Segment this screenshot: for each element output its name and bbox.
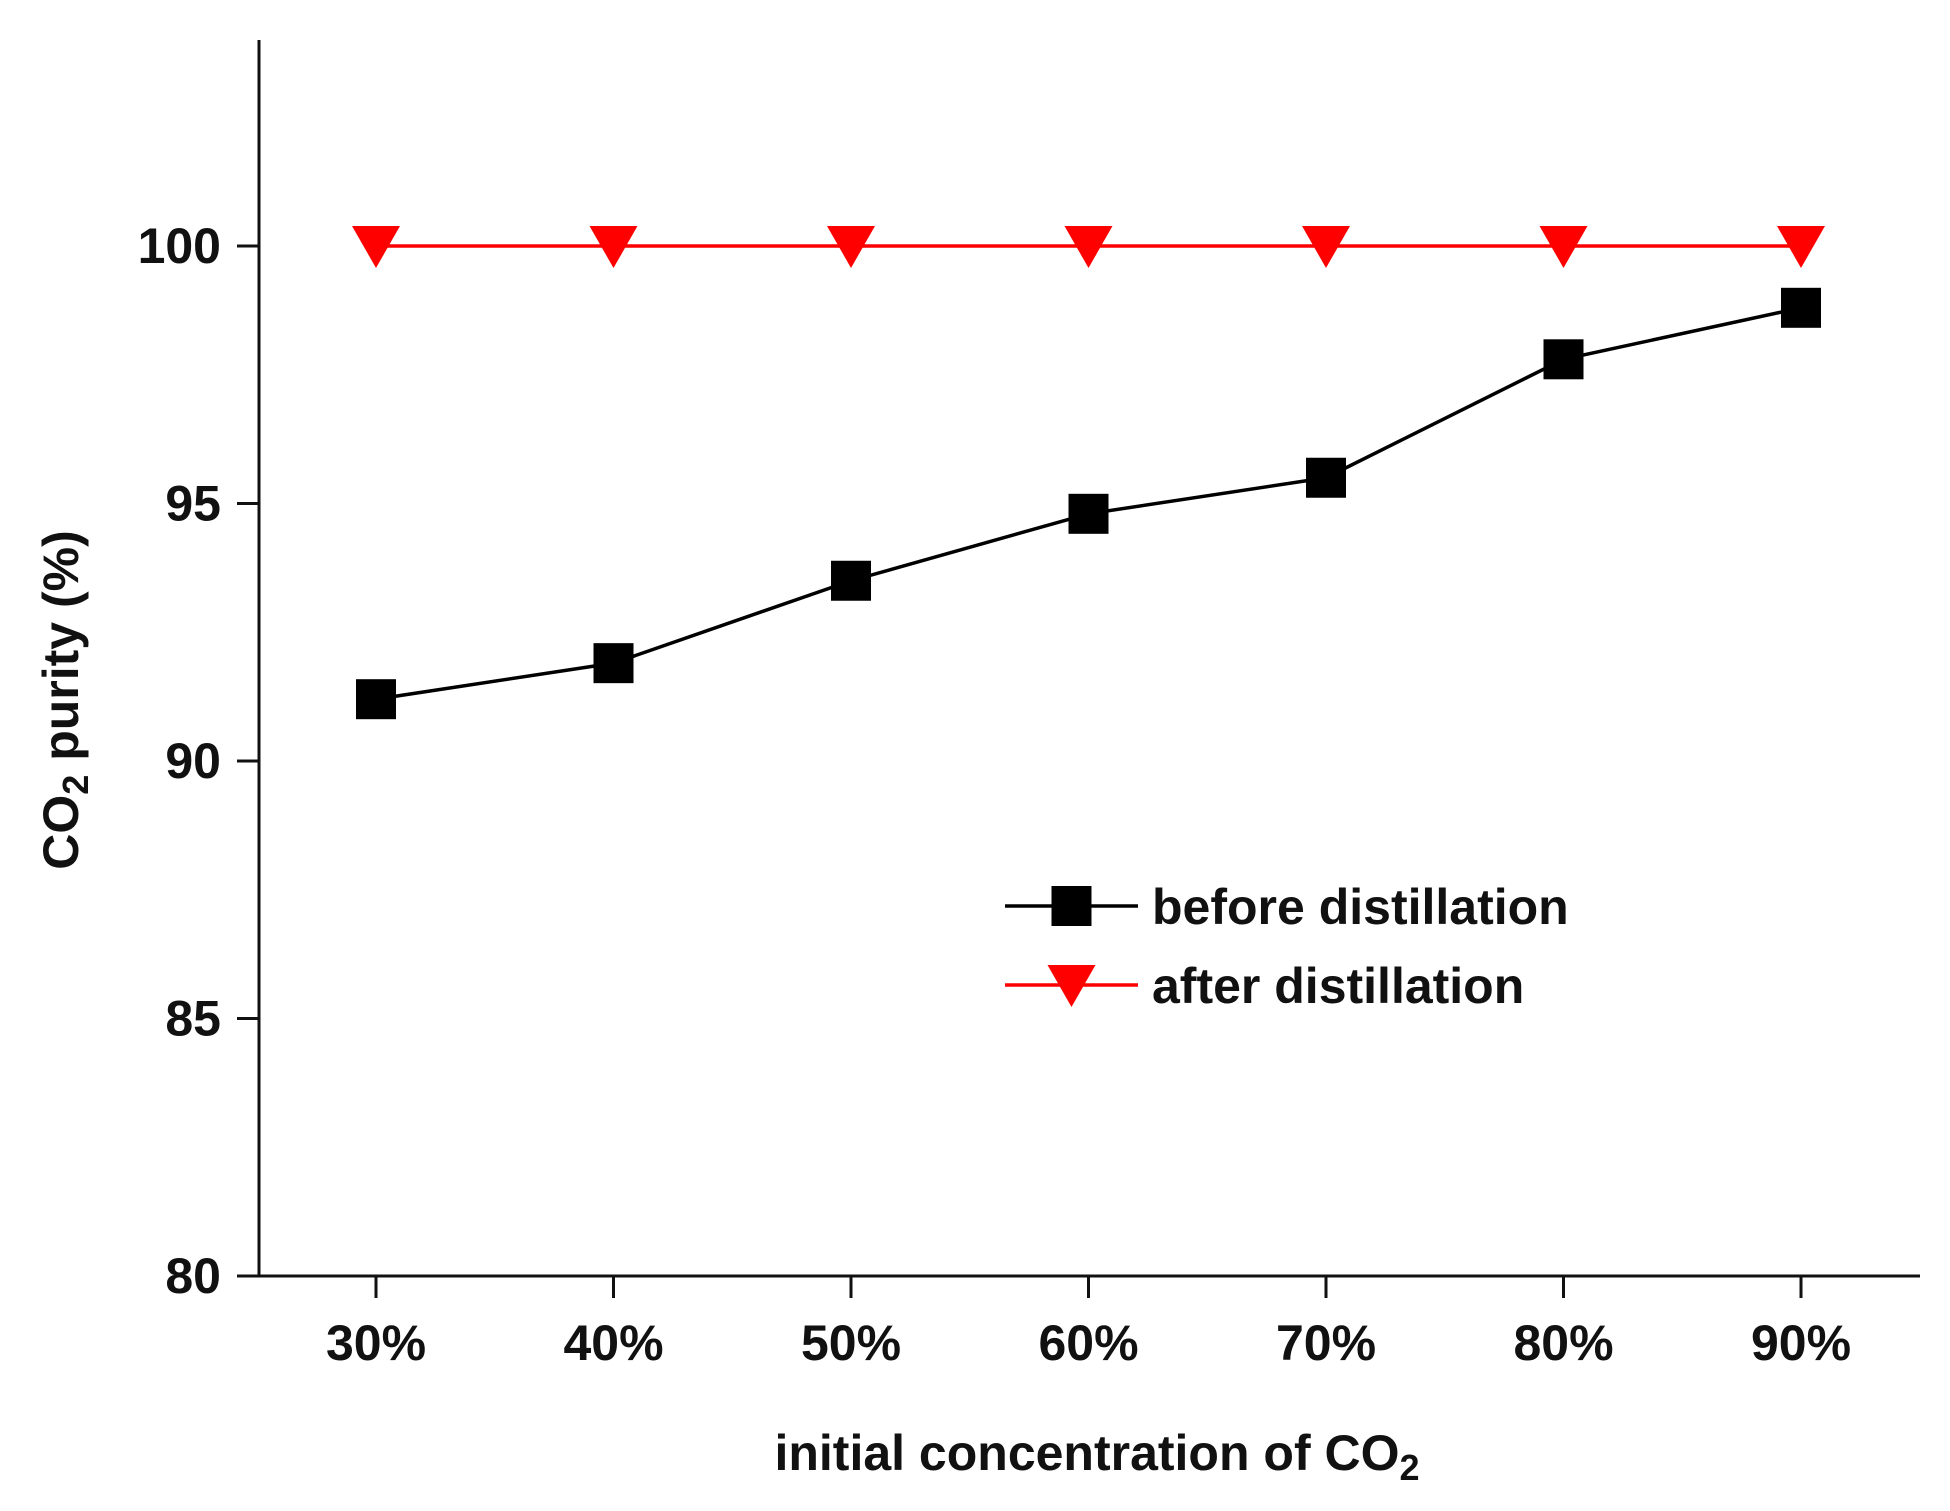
- data-point: [1781, 287, 1821, 328]
- x-axis-title: initial concentration of CO2: [774, 1425, 1419, 1488]
- x-tick-label: 80%: [1513, 1315, 1613, 1371]
- x-tick-label: 90%: [1751, 1315, 1851, 1371]
- data-point: [1306, 457, 1346, 498]
- series-layer: [352, 226, 1825, 720]
- y-tick-label: 80: [165, 1248, 221, 1304]
- legend-marker: [1051, 886, 1092, 926]
- x-tick-label: 60%: [1038, 1315, 1138, 1371]
- y-tick-label: 95: [165, 476, 221, 532]
- data-point: [593, 643, 634, 684]
- data-point: [352, 226, 400, 268]
- axes: 80 85 90 95 100 30% 40% 50% 60% 70% 80% 90%: [138, 40, 1920, 1371]
- x-tick-label: 70%: [1276, 1315, 1376, 1371]
- y-axis-title: CO2 purity (%): [33, 530, 96, 869]
- legend-item: after distillation: [1005, 958, 1524, 1014]
- legend-item: before distillation: [1005, 879, 1569, 935]
- data-point: [831, 560, 871, 601]
- series-after-distillation: [352, 226, 1825, 268]
- data-point: [1777, 226, 1825, 268]
- legend-label: after distillation: [1152, 958, 1524, 1014]
- data-point: [1064, 226, 1113, 268]
- x-tick-label: 30%: [326, 1315, 426, 1371]
- data-point: [589, 226, 638, 268]
- data-point: [1302, 226, 1350, 268]
- data-point: [1543, 339, 1584, 380]
- legend-label: before distillation: [1152, 879, 1569, 935]
- data-point: [1068, 493, 1109, 534]
- y-tick-label: 100: [138, 218, 221, 274]
- data-point: [356, 679, 396, 720]
- data-point: [827, 226, 875, 268]
- legend: before distillation after distillation: [1005, 879, 1569, 1014]
- y-tick-label: 85: [165, 991, 221, 1047]
- y-tick-label: 90: [165, 733, 221, 789]
- x-tick-label: 50%: [801, 1315, 901, 1371]
- series-before-distillation: [356, 287, 1821, 720]
- data-point: [1539, 226, 1588, 268]
- legend-marker: [1047, 965, 1096, 1007]
- x-tick-label: 40%: [563, 1315, 663, 1371]
